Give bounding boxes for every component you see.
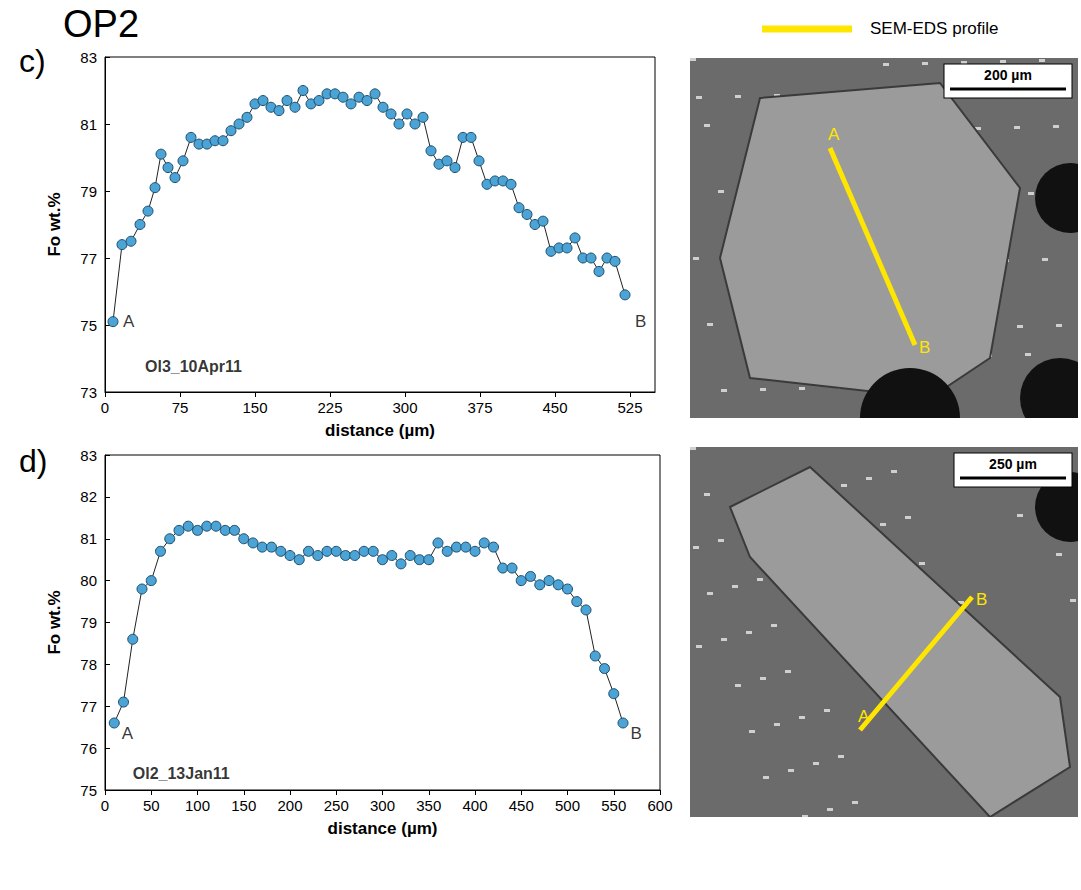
- svg-text:300: 300: [370, 797, 395, 814]
- svg-text:B: B: [919, 338, 930, 357]
- svg-text:150: 150: [231, 797, 256, 814]
- svg-text:B: B: [976, 590, 987, 609]
- svg-text:300: 300: [392, 399, 417, 416]
- svg-text:A: A: [123, 312, 135, 331]
- svg-text:525: 525: [617, 399, 642, 416]
- svg-text:550: 550: [601, 797, 626, 814]
- svg-text:79: 79: [80, 183, 97, 200]
- svg-text:A: A: [858, 707, 870, 726]
- svg-text:B: B: [630, 724, 641, 743]
- svg-text:500: 500: [555, 797, 580, 814]
- svg-text:A: A: [828, 125, 840, 144]
- svg-text:150: 150: [242, 399, 267, 416]
- svg-text:375: 375: [467, 399, 492, 416]
- svg-text:Ol2_13Jan11: Ol2_13Jan11: [133, 765, 230, 782]
- svg-text:50: 50: [143, 797, 160, 814]
- html-text:SEM-EDS profile: SEM-EDS profile: [870, 19, 999, 38]
- svg-text:100: 100: [185, 797, 210, 814]
- svg-text:83: 83: [80, 49, 97, 66]
- svg-text:80: 80: [80, 572, 97, 589]
- svg-text:Fo wt.%: Fo wt.%: [45, 590, 64, 654]
- svg-text:82: 82: [80, 488, 97, 505]
- svg-text:distance (µm): distance (µm): [328, 819, 438, 838]
- svg-text:81: 81: [80, 530, 97, 547]
- svg-text:B: B: [635, 312, 646, 331]
- svg-text:Ol3_10Apr11: Ol3_10Apr11: [145, 358, 242, 375]
- svg-text:75: 75: [80, 317, 97, 334]
- svg-text:350: 350: [416, 797, 441, 814]
- svg-text:250 µm: 250 µm: [989, 456, 1037, 472]
- svg-text:c): c): [19, 43, 46, 79]
- svg-text:450: 450: [509, 797, 534, 814]
- svg-text:83: 83: [80, 447, 97, 464]
- svg-text:73: 73: [80, 384, 97, 401]
- svg-text:0: 0: [101, 399, 109, 416]
- svg-text:400: 400: [462, 797, 487, 814]
- svg-text:79: 79: [80, 614, 97, 631]
- svg-text:76: 76: [80, 740, 97, 757]
- svg-text:250: 250: [324, 797, 349, 814]
- svg-text:81: 81: [80, 116, 97, 133]
- svg-text:A: A: [122, 724, 134, 743]
- svg-text:0: 0: [101, 797, 109, 814]
- svg-text:77: 77: [80, 250, 97, 267]
- svg-text:d): d): [19, 443, 47, 479]
- svg-text:OP2: OP2: [63, 3, 139, 45]
- svg-text:225: 225: [317, 399, 342, 416]
- svg-text:Fo wt.%: Fo wt.%: [45, 192, 64, 256]
- svg-text:450: 450: [542, 399, 567, 416]
- svg-text:75: 75: [80, 782, 97, 799]
- svg-text:77: 77: [80, 698, 97, 715]
- svg-text:78: 78: [80, 656, 97, 673]
- svg-text:200 µm: 200 µm: [984, 67, 1032, 83]
- svg-text:distance (µm): distance (µm): [325, 421, 435, 440]
- svg-text:75: 75: [172, 399, 189, 416]
- svg-text:600: 600: [647, 797, 672, 814]
- svg-text:200: 200: [277, 797, 302, 814]
